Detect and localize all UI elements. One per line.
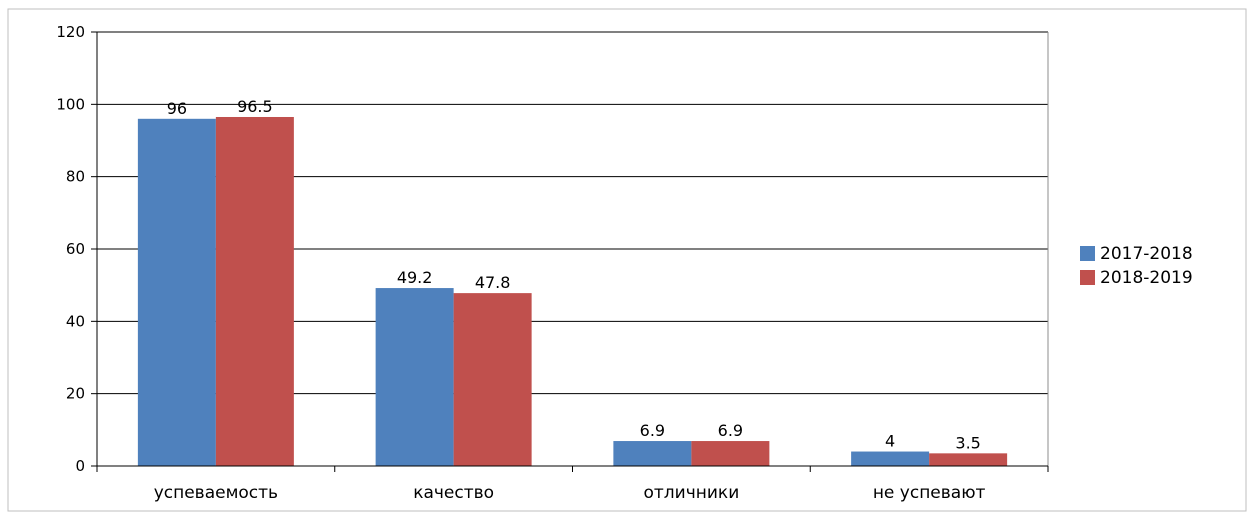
data-label: 6.9 xyxy=(718,421,743,440)
data-label: 96 xyxy=(167,99,187,118)
legend-swatch xyxy=(1080,270,1095,285)
legend: 2017-2018 2018-2019 xyxy=(1080,244,1193,288)
y-tick-label: 0 xyxy=(75,457,85,475)
y-tick-label: 40 xyxy=(66,312,85,330)
bar xyxy=(691,441,770,466)
data-label: 49.2 xyxy=(397,268,433,287)
bar xyxy=(453,293,532,466)
data-label: 6.9 xyxy=(640,421,665,440)
y-tick-label: 120 xyxy=(56,23,85,41)
y-tick-label: 80 xyxy=(66,168,85,186)
legend-label: 2018-2019 xyxy=(1100,268,1193,288)
axes: 0 20 40 60 80 100 120 успеваемость качество отлич… xyxy=(56,23,1049,503)
labels: 96 96.5 49.2 47.8 6.9 6.9 4 3.5 xyxy=(167,97,981,452)
bar xyxy=(851,451,930,466)
legend-swatch xyxy=(1080,246,1095,261)
bar xyxy=(929,453,1008,466)
data-label: 96.5 xyxy=(237,97,273,116)
data-label: 47.8 xyxy=(475,273,511,292)
legend-label: 2017-2018 xyxy=(1100,244,1193,264)
x-tick-label: качество xyxy=(413,483,494,503)
bars xyxy=(137,116,1008,467)
bar xyxy=(375,288,454,466)
bar xyxy=(613,441,692,466)
x-tick-label: успеваемость xyxy=(154,483,278,503)
y-tick-label: 20 xyxy=(66,385,85,403)
y-tick-label: 100 xyxy=(56,95,85,113)
x-tick-label: отличники xyxy=(644,483,740,503)
bar xyxy=(137,118,216,467)
data-label: 3.5 xyxy=(955,433,980,452)
bar xyxy=(215,116,294,466)
y-tick-label: 60 xyxy=(66,240,85,258)
x-tick-label: не успевают xyxy=(873,483,986,503)
data-label: 4 xyxy=(885,432,895,451)
